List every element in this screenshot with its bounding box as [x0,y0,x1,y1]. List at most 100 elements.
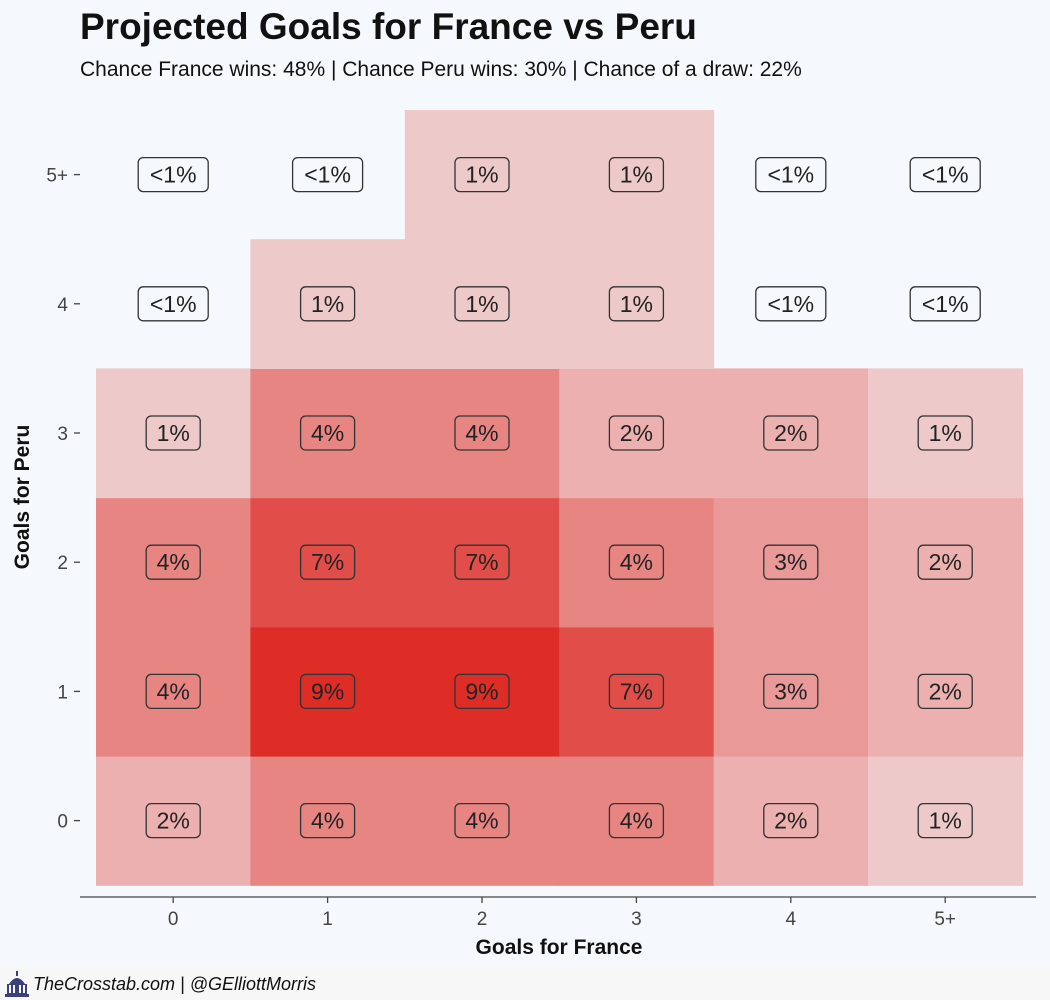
footer-bar: TheCrosstab.com | @GElliottMorris [0,968,1050,1000]
heatmap-cell [404,626,560,757]
heatmap-cell [404,110,560,240]
svg-text:7%: 7% [620,678,653,704]
svg-text:9%: 9% [465,678,498,704]
heatmap-cell [250,368,406,499]
svg-text:<1%: <1% [767,291,814,317]
svg-text:7%: 7% [311,549,344,575]
cell-label: 4% [145,544,201,580]
cell-label: 4% [299,802,356,839]
heatmap-cell [250,756,406,886]
svg-text:1%: 1% [465,162,498,188]
chart-subtitle: Chance France wins: 48% | Chance Peru wi… [80,58,802,81]
heatmap-cell [404,239,560,369]
cell-label: 4% [454,415,510,451]
svg-text:4%: 4% [620,549,653,575]
x-tick-label: 5+ [934,909,956,930]
cell-label: 3% [763,673,819,710]
cell-label: 1% [299,286,356,322]
heatmap-cell [868,626,1023,757]
svg-text:7%: 7% [465,549,498,575]
svg-text:1%: 1% [929,808,962,834]
heatmap-cell [713,756,869,886]
cell-label: 3% [763,544,819,580]
capitol-icon [5,971,29,997]
y-tick-label: 5+ [46,166,68,187]
footer-credit: TheCrosstab.com | @GElliottMorris [33,974,317,994]
svg-text:3%: 3% [774,678,807,704]
svg-text:1%: 1% [311,291,344,317]
svg-text:<1%: <1% [304,162,351,188]
x-tick-label: 3 [631,909,642,930]
heatmap-cell [868,368,1023,499]
svg-text:4%: 4% [311,420,344,446]
cell-label: 4% [608,802,665,839]
heatmap-cell [713,368,869,499]
cell-label: <1% [137,286,209,322]
svg-text:4%: 4% [620,808,653,834]
cell-label: 2% [608,415,665,451]
svg-text:2%: 2% [929,678,962,704]
svg-text:1%: 1% [157,420,190,446]
heatmap-cell [868,756,1023,886]
svg-text:2%: 2% [929,549,962,575]
heatmap-cell [713,626,869,757]
heatmap-cell [250,239,406,369]
cell-label: 2% [917,673,973,710]
chart-title: Projected Goals for France vs Peru [80,6,697,47]
heatmap-cell [713,497,869,628]
cell-label: <1% [909,156,981,193]
cell-label: <1% [291,156,364,193]
y-axis-title: Goals for Peru [11,425,34,570]
svg-text:4%: 4% [465,420,498,446]
x-tick-label: 4 [786,909,797,930]
svg-text:4%: 4% [465,808,498,834]
y-tick-label: 3 [57,424,68,445]
svg-text:1%: 1% [929,420,962,446]
svg-text:<1%: <1% [150,291,197,317]
cell-label: 9% [299,673,356,710]
svg-text:2%: 2% [620,420,653,446]
svg-text:1%: 1% [620,162,653,188]
y-tick-label: 4 [57,295,68,316]
cell-label: 4% [608,544,665,580]
x-axis-title: Goals for France [476,936,643,959]
svg-text:9%: 9% [311,678,344,704]
heatmap-cell [96,368,251,499]
cell-label: 4% [454,802,510,839]
y-tick-label: 2 [57,553,68,574]
cell-label: 2% [145,802,201,839]
cell-label: 7% [454,544,510,580]
cell-label: <1% [755,286,827,322]
heatmap-cell [559,110,715,240]
x-tick-label: 0 [168,909,179,930]
svg-text:2%: 2% [774,420,807,446]
svg-text:<1%: <1% [150,162,197,188]
cell-label: 2% [763,802,819,839]
cell-label: <1% [755,156,827,193]
x-tick-label: 2 [477,909,488,930]
heatmap-cell [250,497,406,628]
svg-text:<1%: <1% [922,162,969,188]
heatmap-cell [96,626,251,757]
heatmap-cell [868,497,1023,628]
svg-text:1%: 1% [620,291,653,317]
heatmap-cell [404,497,560,628]
svg-text:3%: 3% [774,549,807,575]
cell-label: <1% [137,156,209,193]
cell-label: 9% [454,673,510,710]
cell-label: 1% [608,156,665,193]
heatmap-cell [250,626,406,757]
heatmap-chart: 2% 4% 4% 4% 2% 1% 4% 9% 9% 7% 3% 2% 4% 7% 7% 4% 3% 2% 1% 4%… [11,110,1036,959]
cell-label: <1% [909,286,981,322]
cell-label: 1% [608,286,665,322]
svg-text:2%: 2% [157,808,190,834]
heatmap-cell [559,756,715,886]
cell-label: 2% [917,544,973,580]
svg-text:4%: 4% [157,678,190,704]
heatmap-cell [404,368,560,499]
cell-label: 4% [299,415,356,451]
svg-text:1%: 1% [465,291,498,317]
heatmap-cell [559,239,715,369]
x-tick-label: 1 [322,909,333,930]
cell-label: 4% [145,673,201,710]
